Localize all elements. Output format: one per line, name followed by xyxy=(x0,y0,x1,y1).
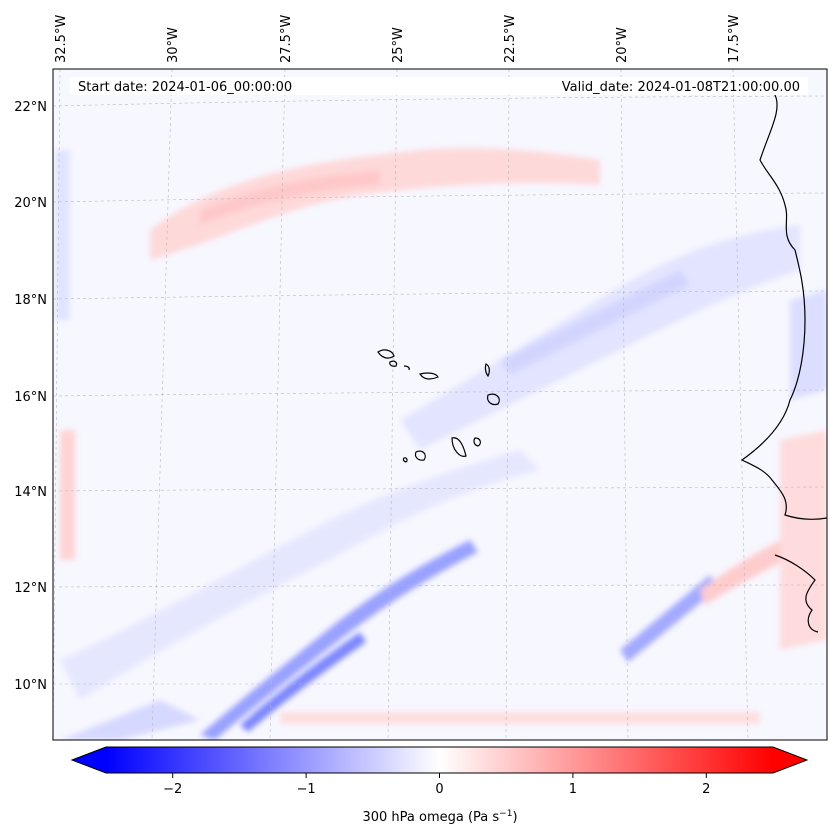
gridline-lat-20 xyxy=(52,192,828,203)
lat-tick-label: 22°N xyxy=(14,100,47,115)
island-santa-luzia xyxy=(403,365,410,371)
colorbar-ticks: −2 −1 0 1 2 xyxy=(163,773,710,797)
negative-omega-west-edge xyxy=(55,150,70,320)
start-date-label: Start date: 2024-01-06_00:00:00 xyxy=(78,80,292,95)
lat-tick-label: 16°N xyxy=(14,390,47,405)
island-boa-vista xyxy=(487,393,500,406)
positive-omega-west-edge xyxy=(60,430,75,560)
colorbar-tick-label: −2 xyxy=(163,782,182,797)
negative-omega-coastal xyxy=(790,290,827,400)
valid-date-label: Valid_date: 2024-01-08T21:00:00.00 xyxy=(562,80,800,95)
lat-tick-label: 10°N xyxy=(14,678,47,693)
gridline-lat-18 xyxy=(52,290,828,300)
lon-tick-label: 22.5°W xyxy=(503,15,518,63)
island-fogo xyxy=(414,450,426,461)
colorbar-label-unit-sup: −1 xyxy=(499,809,512,819)
island-santo-antao xyxy=(377,349,395,359)
lat-tick-label: 18°N xyxy=(14,293,47,308)
lat-tick-labels: 22°N 20°N 18°N 16°N 14°N 12°N 10°N xyxy=(14,100,47,693)
lon-tick-label: 30°W xyxy=(166,27,181,63)
africa-coastline xyxy=(740,94,828,520)
colorbar-min-extension xyxy=(72,747,106,773)
island-santiago xyxy=(451,437,467,457)
gridline-lon-20 xyxy=(620,68,629,741)
map-frame xyxy=(52,68,828,741)
colorbar-tick-label: 0 xyxy=(435,782,443,797)
colorbar-max-extension xyxy=(773,747,807,773)
negative-omega-jet-core xyxy=(240,632,366,732)
gridline-lat-16 xyxy=(52,389,828,397)
colorbar-outline xyxy=(70,746,809,774)
negative-omega-jet-band xyxy=(200,540,478,740)
colorbar-label-text: 300 hPa omega (Pa s xyxy=(362,810,499,825)
negative-omega-sw-corner xyxy=(60,700,200,740)
island-sao-vicente xyxy=(389,360,398,367)
guinea-bissau-coastline xyxy=(774,554,819,633)
lon-tick-label: 32.5°W xyxy=(54,15,69,63)
lon-tick-label: 25°W xyxy=(391,27,406,63)
island-maio xyxy=(473,437,481,447)
island-sal xyxy=(484,363,490,378)
gridline-lat-22 xyxy=(52,95,828,107)
positive-omega-south-strip xyxy=(280,712,760,724)
gridline-lon-30 xyxy=(151,68,173,741)
colorbar-gradient xyxy=(106,747,773,773)
gridline-lon-32.5 xyxy=(52,68,61,741)
gridline-lon-22.5 xyxy=(505,68,510,741)
lat-tick-label: 20°N xyxy=(14,196,47,211)
map-panel: Start date: 2024-01-06_00:00:00 Valid_da… xyxy=(52,68,828,741)
island-brava xyxy=(402,457,408,463)
negative-omega-band-central xyxy=(400,225,800,450)
positive-omega-band xyxy=(150,148,600,260)
colorbar-label-close: ) xyxy=(512,810,517,825)
gridline-lon-17.5 xyxy=(732,68,749,741)
positive-omega-core xyxy=(200,170,380,225)
colorbar-tick-label: −1 xyxy=(297,782,316,797)
lat-tick-label: 14°N xyxy=(14,485,47,500)
gridline-lon-27.5 xyxy=(269,68,286,741)
colorbar-tick-label: 1 xyxy=(569,782,577,797)
gridline-lon-25 xyxy=(387,68,398,741)
lon-tick-label: 27.5°W xyxy=(279,15,294,63)
gridline-lat-14 xyxy=(52,486,828,492)
info-strip xyxy=(70,77,808,95)
negative-omega-core-central xyxy=(500,270,690,375)
colorbar-label: 300 hPa omega (Pa s−1) xyxy=(362,809,517,825)
colorbar: −2 −1 0 1 2 300 hPa omega (Pa s−1) xyxy=(70,746,809,825)
lat-tick-label: 12°N xyxy=(14,581,47,596)
gridline-lat-12 xyxy=(52,584,828,588)
lon-tick-label: 20°W xyxy=(615,27,630,63)
negative-omega-east-streak xyxy=(620,575,718,662)
positive-omega-coastal xyxy=(780,430,827,650)
island-sao-nicolau xyxy=(419,372,439,380)
lon-tick-labels: 32.5°W 30°W 27.5°W 25°W 22.5°W 20°W 17.5… xyxy=(54,15,742,63)
lon-tick-label: 17.5°W xyxy=(727,15,742,63)
map-gridlines xyxy=(52,68,828,741)
colorbar-tick-label: 2 xyxy=(702,782,710,797)
negative-omega-band-south xyxy=(60,450,540,700)
coastlines xyxy=(377,94,828,633)
